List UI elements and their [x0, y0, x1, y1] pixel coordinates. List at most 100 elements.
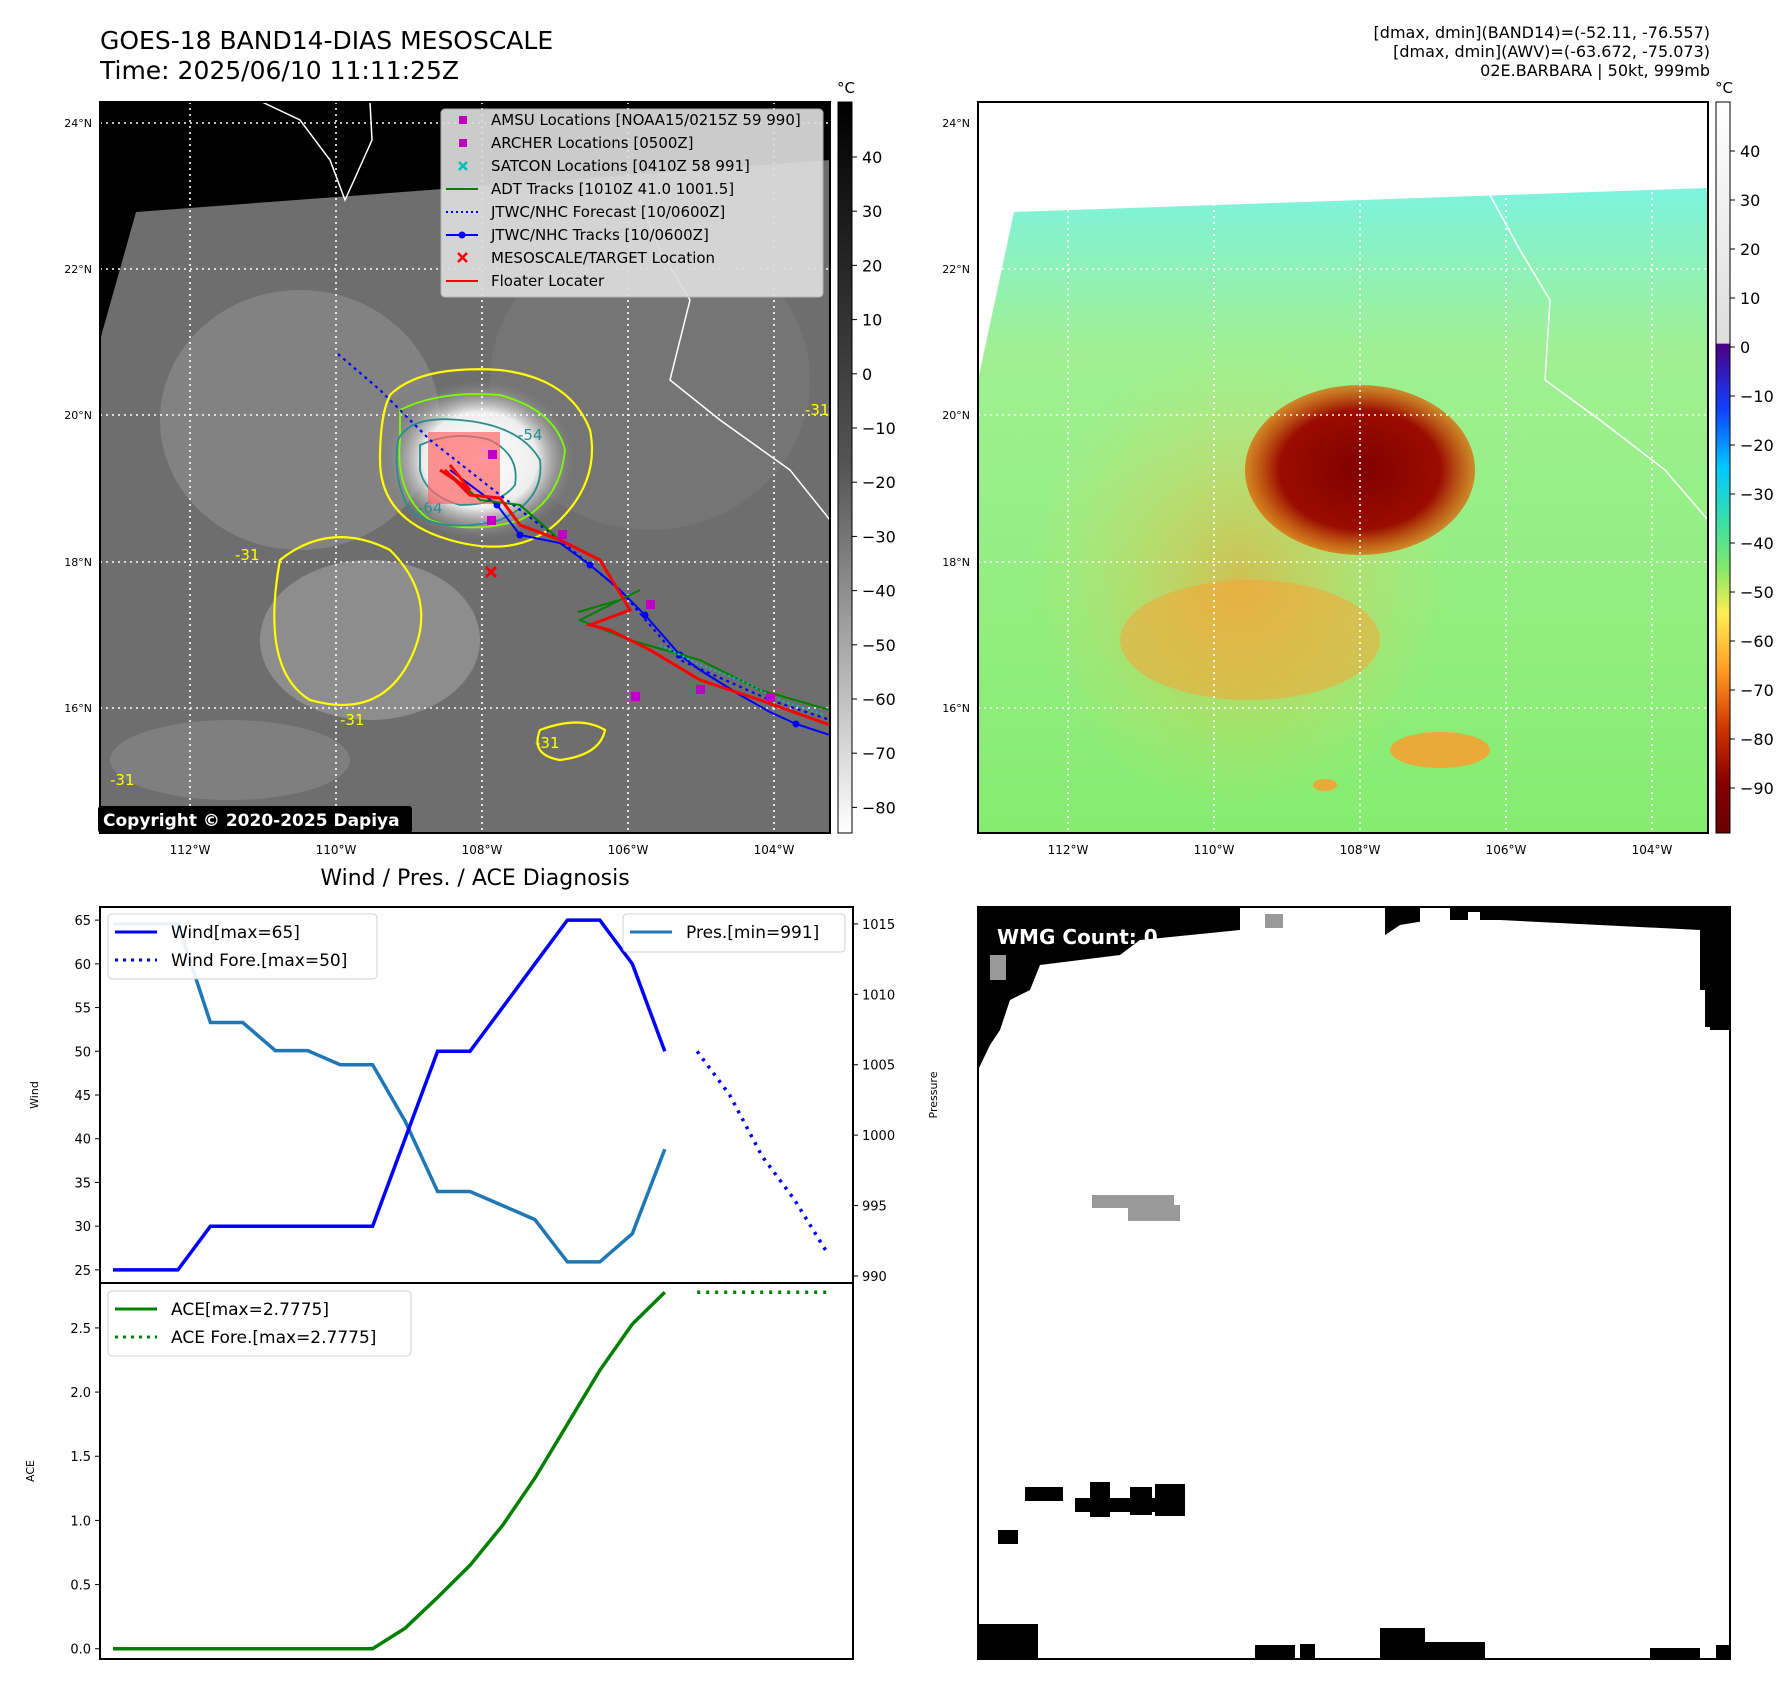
axis-tick-label: 0.0 — [70, 1643, 91, 1658]
storm-info: 02E.BARBARA | 50kt, 999mb — [1480, 61, 1710, 80]
wind-line — [113, 918, 667, 1272]
colorbar-tick-label: 30 — [862, 202, 882, 221]
svg-text:108°W: 108°W — [462, 843, 503, 857]
svg-text:108°W: 108°W — [1340, 843, 1381, 857]
colorbar-tick-label: −30 — [1740, 485, 1774, 504]
colorbar-tick-label: 20 — [1740, 240, 1760, 259]
legend-entry: ADT Tracks [1010Z 41.0 1001.5] — [491, 180, 734, 198]
colorbar-tick-label: −30 — [862, 527, 896, 546]
axis-tick-label: 55 — [74, 1002, 91, 1017]
axis-tick-label: 1000 — [862, 1129, 895, 1144]
axis-tick-label: 25 — [74, 1264, 91, 1279]
axis-tick-label: 60 — [74, 958, 91, 973]
colorbar-tick-label: −20 — [1740, 436, 1774, 455]
cloud-mass — [160, 290, 440, 550]
axis-tick-label: 990 — [862, 1270, 887, 1285]
svg-text:20°N: 20°N — [64, 409, 92, 422]
colorbar-tick-label: −10 — [1740, 387, 1774, 406]
wind-axis-label: Wind — [28, 1081, 41, 1109]
colorbar-tick-label: 10 — [1740, 289, 1760, 308]
moisture-band — [1120, 580, 1380, 700]
svg-text:ACE[max=2.7775]: ACE[max=2.7775] — [171, 1300, 329, 1320]
axis-tick-label: 1010 — [862, 988, 895, 1003]
legend-entry: ARCHER Locations [0500Z] — [491, 134, 694, 152]
band14-range: [dmax, dmin](BAND14)=(-52.11, -76.557) — [1373, 23, 1710, 42]
svg-text:24°N: 24°N — [942, 117, 970, 130]
svg-text:16°N: 16°N — [64, 702, 92, 715]
diagnosis-title: Wind / Pres. / ACE Diagnosis — [320, 866, 629, 891]
lat-labels-left: 24°N 22°N 20°N 18°N 16°N — [64, 117, 92, 715]
colorbar-tick-label: 0 — [1740, 338, 1750, 357]
legend-entry: AMSU Locations [NOAA15/0215Z 59 990] — [491, 111, 801, 129]
contour-yellow — [378, 368, 594, 548]
svg-text:104°W: 104°W — [1632, 843, 1673, 857]
ace-series — [113, 1290, 827, 1651]
svg-text:106°W: 106°W — [608, 843, 649, 857]
contour-label: -31 — [535, 734, 560, 752]
awv-range: [dmax, dmin](AWV)=(-63.672, -75.073) — [1393, 42, 1710, 61]
amsu-legend-icon — [459, 116, 467, 124]
legend-entry: Floater Locater — [491, 272, 605, 290]
colorbar-tick-label: −80 — [862, 798, 896, 817]
colorbar-tick-label: −40 — [1740, 534, 1774, 553]
lat-labels-right: 24°N 22°N 20°N 18°N 16°N — [942, 117, 970, 715]
contour-label: -31 — [340, 711, 365, 729]
wmg-panel: WMG Count: 0 — [977, 906, 1731, 1660]
svg-text:18°N: 18°N — [942, 556, 970, 569]
svg-text:104°W: 104°W — [754, 843, 795, 857]
pressure-ticks: 1015 1010 1005 1000 995 990 — [853, 918, 895, 1285]
svg-text:110°W: 110°W — [316, 843, 357, 857]
contour-label: -31 — [805, 401, 830, 419]
wind-forecast-line — [695, 1050, 829, 1254]
amsu-locations — [487, 450, 775, 702]
colorbar-tick-label: 10 — [862, 311, 882, 330]
legend-entry: JTWC/NHC Forecast [10/0600Z] — [490, 203, 725, 221]
contour-yellow — [273, 536, 423, 707]
map-frame — [977, 101, 1709, 834]
floater-track — [439, 464, 830, 727]
ir-colorbar-unit: °C — [837, 79, 855, 97]
ir-colorbar — [837, 101, 853, 834]
awv-map-panel: 24°N 22°N 20°N 18°N 16°N 112°W 110°W 108… — [942, 79, 1774, 857]
colorbar-tick-label: −80 — [1740, 730, 1774, 749]
lon-labels-right: 112°W 110°W 108°W 106°W 104°W — [1048, 843, 1673, 857]
colorbar-tick-label: −60 — [1740, 632, 1774, 651]
colorbar-tick-label: −70 — [1740, 681, 1774, 700]
colorbar-tick-label: 40 — [862, 148, 882, 167]
wind-ticks: 65 60 55 50 45 40 35 30 25 — [74, 914, 100, 1279]
colorbar-tick-label: 30 — [1740, 191, 1760, 210]
svg-text:24°N: 24°N — [64, 117, 92, 130]
colorbar-tick-label: 0 — [862, 365, 872, 384]
svg-text:16°N: 16°N — [942, 702, 970, 715]
wmg-gray-patch — [1092, 1195, 1174, 1208]
archer-legend-icon — [459, 139, 467, 147]
target-legend-icon — [457, 252, 468, 263]
cloud-band — [110, 720, 350, 800]
wmg-blob — [1025, 1487, 1063, 1501]
colorbar-tick-label: −90 — [1740, 779, 1774, 798]
chart-time: Time: 2025/06/10 11:11:25Z — [100, 56, 459, 85]
moisture-band — [1390, 732, 1490, 768]
ace-line — [113, 1291, 667, 1651]
coastline — [1489, 194, 1708, 521]
diagnosis-chart: Wind / Pres. / ACE Diagnosis Wind Pressu… — [24, 866, 940, 1660]
colorbar-tick-label: −20 — [862, 473, 896, 492]
axis-tick-label: 1015 — [862, 918, 895, 933]
svg-text:Wind Fore.[max=50]: Wind Fore.[max=50] — [171, 951, 347, 971]
contour-yellow — [536, 721, 607, 762]
awv-colorbar-ticks: 40 30 20 10 0 −10 −20 −30 −40 −50 −60 −70 −80 −90 — [1730, 142, 1774, 798]
legend-entry: SATCON Locations [0410Z 58 991] — [491, 157, 750, 175]
colorbar-tick-label: −10 — [862, 419, 896, 438]
svg-text:112°W: 112°W — [170, 843, 211, 857]
awv-colorbar-unit: °C — [1715, 79, 1733, 97]
colorbar-tick-label: 20 — [862, 256, 882, 275]
svg-text:106°W: 106°W — [1486, 843, 1527, 857]
contour-label: -31 — [110, 771, 135, 789]
colorbar-tick-label: −50 — [862, 636, 896, 655]
legend-entry: JTWC/NHC Tracks [10/0600Z] — [490, 226, 709, 244]
cloud-band — [260, 560, 480, 720]
colorbar-tick-label: −70 — [862, 744, 896, 763]
map-frame — [99, 101, 831, 834]
colorbar-tick-label: −50 — [1740, 583, 1774, 602]
